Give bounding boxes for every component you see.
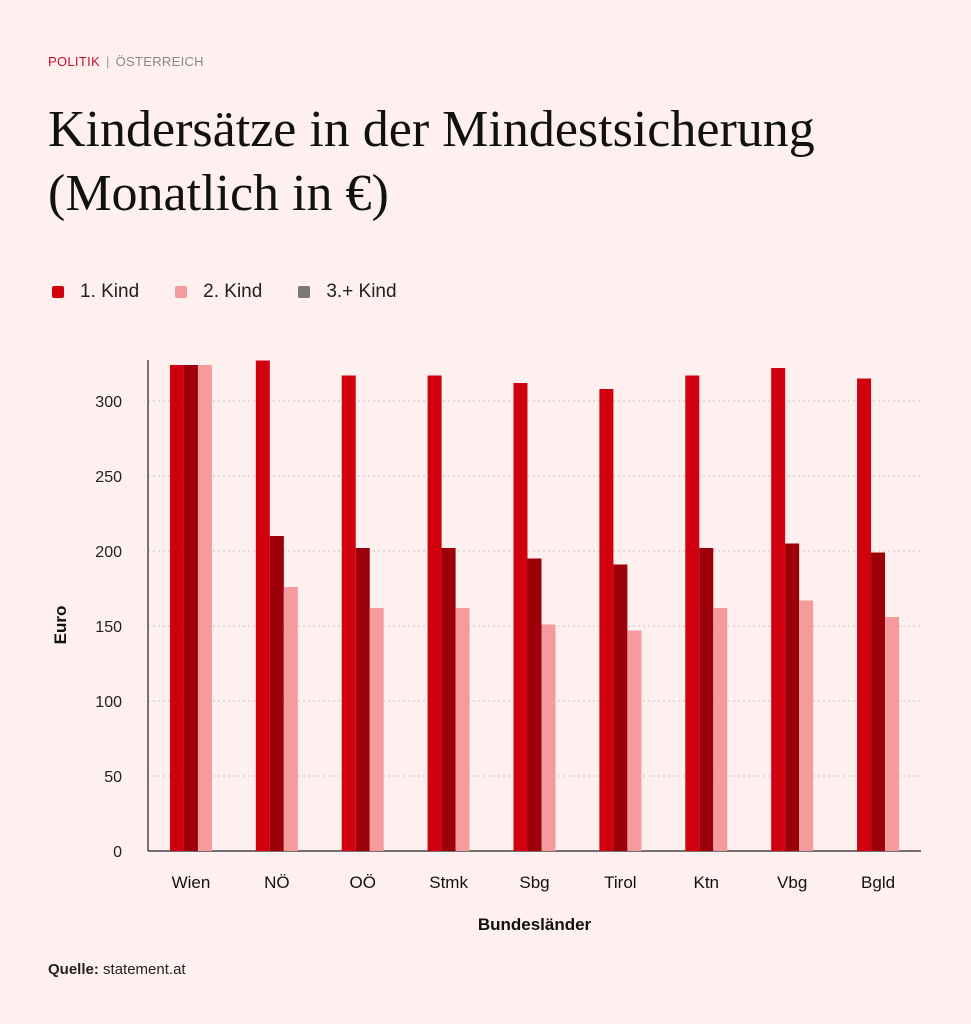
bar-OÖ-3 bbox=[369, 608, 384, 851]
source-note: Quelle: statement.at bbox=[48, 961, 186, 978]
bar-Wien-2 bbox=[183, 365, 198, 851]
legend-label-1: 1. Kind bbox=[80, 281, 140, 302]
x-tick-label-7: Vbg bbox=[777, 873, 807, 892]
source-label: Quelle: bbox=[48, 961, 99, 978]
y-tick-label-150: 150 bbox=[95, 619, 122, 636]
bar-Vbg-1 bbox=[771, 368, 786, 851]
chart-legend: 1. Kind 2. Kind 3.+ Kind bbox=[52, 281, 433, 303]
bar-chart: 0 50 100 150 200 250 300 Wien NÖ OÖ Stmk Sbg Tirol Kt… bbox=[51, 360, 921, 934]
y-axis-title: Euro bbox=[51, 606, 70, 645]
x-tick-label-8: Bgld bbox=[861, 873, 895, 892]
kicker-separator: | bbox=[105, 54, 110, 69]
y-tick-label-50: 50 bbox=[104, 769, 122, 786]
section-label[interactable]: POLITIK bbox=[48, 54, 100, 69]
bar-Stmk-2 bbox=[441, 548, 456, 851]
bar-Ktn-3 bbox=[713, 608, 728, 851]
bar-Bgld-2 bbox=[871, 552, 886, 851]
legend-label-3: 3.+ Kind bbox=[326, 281, 397, 302]
legend-swatch-3 bbox=[298, 286, 311, 298]
bar-Ktn-1 bbox=[685, 375, 700, 851]
bar-Bgld-3 bbox=[885, 617, 900, 851]
bar-Sbg-2 bbox=[527, 558, 542, 851]
bar-Stmk-3 bbox=[455, 608, 470, 851]
bar-OÖ-1 bbox=[341, 375, 356, 851]
legend-swatch-2 bbox=[175, 286, 188, 298]
bar-NÖ-2 bbox=[269, 536, 284, 851]
bar-NÖ-3 bbox=[283, 587, 298, 851]
bar-Tirol-1 bbox=[599, 389, 614, 851]
x-tick-label-3: Stmk bbox=[429, 873, 468, 892]
legend-item-1: 1. Kind bbox=[52, 281, 139, 303]
source-value[interactable]: statement.at bbox=[103, 961, 186, 978]
y-tick-label-0: 0 bbox=[113, 844, 122, 861]
bar-Tirol-3 bbox=[627, 630, 642, 851]
legend-item-3: 3.+ Kind bbox=[298, 281, 397, 303]
y-tick-label-200: 200 bbox=[95, 544, 122, 561]
bar-NÖ-1 bbox=[255, 360, 270, 851]
x-tick-label-4: Sbg bbox=[519, 873, 549, 892]
bar-Bgld-1 bbox=[857, 378, 872, 851]
legend-label-2: 2. Kind bbox=[203, 281, 263, 302]
legend-item-2: 2. Kind bbox=[175, 281, 262, 303]
bar-Wien-3 bbox=[197, 365, 212, 851]
y-tick-label-250: 250 bbox=[95, 469, 122, 486]
kicker: POLITIK | ÖSTERREICH bbox=[48, 54, 204, 69]
x-tick-label-6: Ktn bbox=[694, 873, 720, 892]
x-tick-label-2: OÖ bbox=[349, 873, 375, 892]
x-tick-label-0: Wien bbox=[172, 873, 211, 892]
bar-OÖ-2 bbox=[355, 548, 370, 851]
bar-Tirol-2 bbox=[613, 564, 628, 851]
y-tick-label-100: 100 bbox=[95, 694, 122, 711]
x-tick-label-1: NÖ bbox=[264, 873, 290, 892]
bar-Wien-1 bbox=[169, 365, 184, 851]
bar-Vbg-2 bbox=[785, 543, 800, 851]
page-title: Kindersätze in der Mindestsicherung (Mon… bbox=[48, 101, 815, 222]
bar-Sbg-3 bbox=[541, 624, 556, 851]
x-tick-label-5: Tirol bbox=[604, 873, 636, 892]
y-tick-label-300: 300 bbox=[95, 394, 122, 411]
subsection-label[interactable]: ÖSTERREICH bbox=[115, 54, 204, 69]
bar-Stmk-1 bbox=[427, 375, 442, 851]
bar-Vbg-3 bbox=[799, 600, 814, 851]
x-axis-title: Bundesländer bbox=[478, 915, 592, 934]
bar-Sbg-1 bbox=[513, 383, 528, 851]
bar-Ktn-2 bbox=[699, 548, 714, 851]
legend-swatch-1 bbox=[52, 286, 64, 298]
